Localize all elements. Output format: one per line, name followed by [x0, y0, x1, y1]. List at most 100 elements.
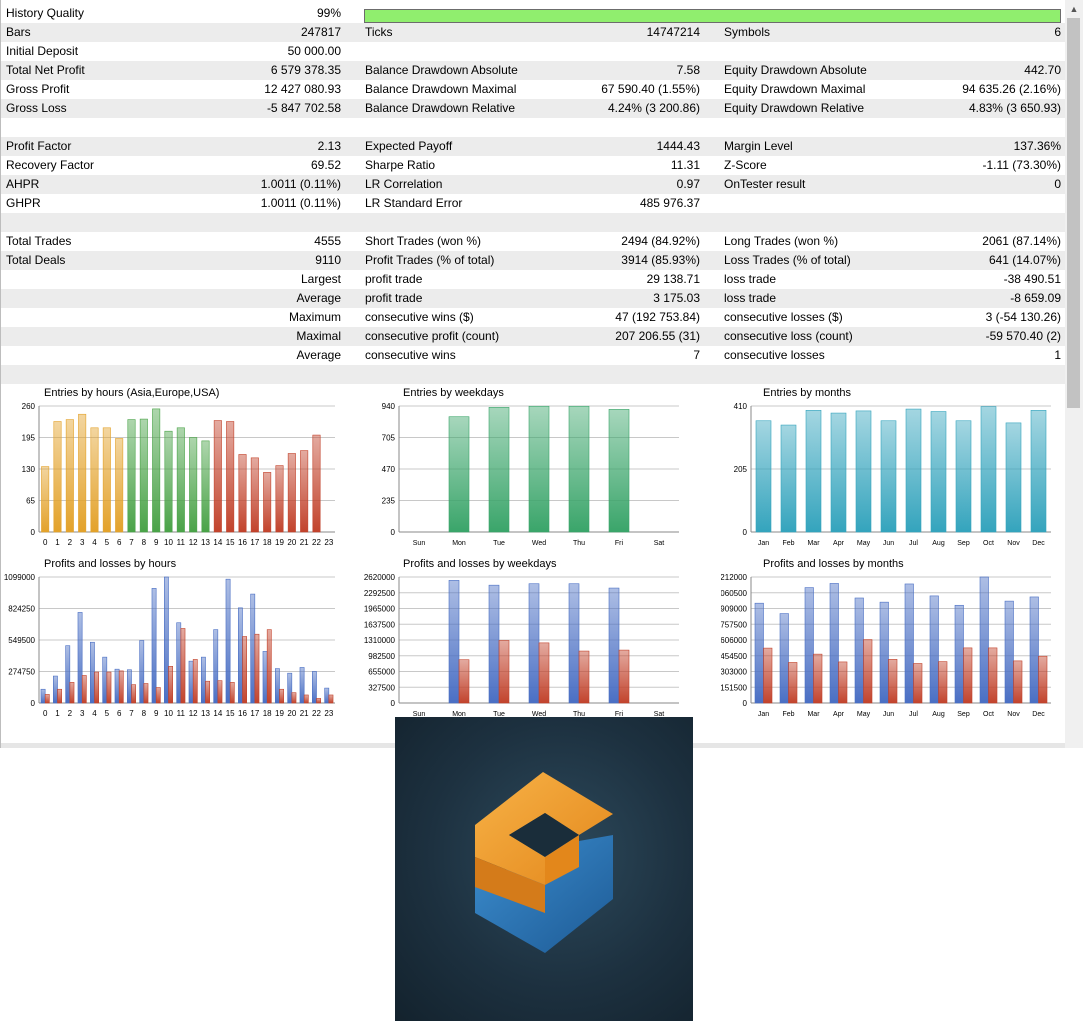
vertical-scrollbar[interactable]: ▲	[1065, 0, 1083, 748]
stat-label: consecutive losses ($)	[724, 310, 843, 324]
stat-label: Profit Trades (% of total)	[365, 253, 495, 267]
stat-value	[201, 213, 341, 232]
profit-bar	[448, 580, 460, 704]
x-tick-label: 18	[263, 709, 272, 718]
stat-value: 641 (14.07%)	[988, 253, 1061, 267]
y-tick-label: 549500	[8, 636, 35, 645]
profit-bar	[188, 660, 194, 704]
y-tick-label: 274750	[8, 668, 35, 677]
x-tick-label: Aug	[932, 540, 945, 547]
stat-label: Balance Drawdown Relative	[365, 101, 516, 115]
x-tick-label: Wed	[532, 540, 546, 547]
x-tick-label: 13	[201, 709, 210, 718]
stat-label: consecutive profit (count)	[365, 329, 500, 343]
bar	[830, 412, 847, 533]
y-tick-label: 0	[31, 528, 36, 537]
stats-row: Average profit trade 3 175.03 loss trade -8 …	[1, 289, 1066, 308]
stat-label	[6, 365, 206, 384]
y-tick-label: 982500	[368, 652, 395, 661]
x-tick-label: Wed	[532, 711, 546, 718]
y-tick-label: 757500	[721, 620, 748, 629]
stat-label: consecutive wins	[365, 348, 456, 362]
stat-value: 3914 (85.93%)	[621, 253, 700, 267]
bar	[300, 450, 309, 533]
profit-bar	[275, 668, 280, 704]
loss-bar	[81, 675, 87, 704]
loss-bar	[938, 661, 948, 704]
loss-bar	[1013, 660, 1023, 704]
x-tick-label: 20	[287, 538, 296, 547]
x-tick-label: 21	[300, 709, 309, 718]
scroll-up-icon[interactable]: ▲	[1069, 4, 1079, 14]
y-tick-label: 0	[743, 699, 748, 708]
loss-bar	[316, 698, 321, 704]
x-tick-label: Mar	[807, 540, 820, 547]
stat-label: AHPR	[6, 177, 40, 191]
y-tick-label: 940	[382, 402, 396, 411]
stats-row	[1, 365, 1066, 384]
stat-label: Short Trades (won %)	[365, 234, 482, 248]
x-tick-label: Sun	[413, 711, 426, 718]
y-tick-label: 130	[22, 465, 36, 474]
x-tick-label: 23	[324, 709, 333, 718]
stat-value: 7	[693, 348, 700, 362]
profit-bar	[954, 604, 964, 704]
chart-title: Profits and losses by hours	[44, 558, 177, 570]
bar	[880, 420, 897, 533]
loss-bar	[813, 653, 823, 704]
bar	[53, 421, 62, 533]
stat-value: -1.11 (73.30%)	[982, 158, 1062, 172]
stat-label: LR Standard Error	[365, 196, 463, 210]
bar	[127, 419, 136, 533]
stats-row: Maximal consecutive profit (count) 207 206…	[1, 327, 1066, 346]
loss-bar	[458, 659, 470, 704]
stat-value: 47 (192 753.84)	[615, 310, 700, 324]
loss-bar	[578, 650, 590, 704]
loss-bar	[192, 659, 198, 704]
bar	[90, 427, 99, 533]
stat-value: 207 206.55 (31)	[615, 329, 700, 343]
stat-label: Total Net Profit	[6, 63, 85, 77]
stat-value	[561, 118, 700, 137]
stat-value: 0.97	[676, 177, 700, 191]
x-tick-label: Fri	[615, 540, 624, 547]
y-tick-label: 2620000	[364, 573, 396, 582]
profit-bar	[151, 588, 157, 704]
stat-label: Expected Payoff	[365, 139, 453, 153]
stat-value: 14747214	[646, 25, 700, 39]
y-tick-label: 205	[734, 465, 748, 474]
profit-bar	[608, 587, 620, 704]
stats-row: Bars 247817 Ticks 14747214 Symbols 6	[1, 23, 1066, 42]
stat-label: Initial Deposit	[6, 44, 79, 58]
x-tick-label: 1	[55, 709, 60, 718]
profit-bar	[879, 601, 889, 704]
bar	[226, 421, 235, 533]
x-tick-label: 19	[275, 538, 284, 547]
x-tick-label: 10	[164, 709, 173, 718]
stat-label: Balance Drawdown Maximal	[365, 82, 517, 96]
stats-row: Profit Factor 2.13 Expected Payoff 1444.43 M…	[1, 137, 1066, 156]
y-tick-label: 327500	[368, 683, 395, 692]
y-tick-label: 909000	[721, 605, 748, 614]
scroll-thumb[interactable]	[1067, 18, 1080, 408]
chart-title: Entries by hours (Asia,Europe,USA)	[44, 387, 220, 399]
x-tick-label: Sat	[654, 540, 665, 547]
brand-logo	[395, 717, 693, 1021]
stat-value	[901, 194, 1061, 213]
stats-row: Average consecutive wins 7 consecutive loss…	[1, 346, 1066, 365]
stat-label: Equity Drawdown Absolute	[724, 63, 867, 77]
loss-bar	[328, 694, 334, 704]
profit-bar	[929, 595, 939, 704]
y-tick-label: 2292500	[364, 589, 396, 598]
x-tick-label: 17	[250, 709, 259, 718]
y-tick-label: 0	[743, 528, 748, 537]
bar	[287, 453, 296, 533]
stat-value	[561, 213, 700, 232]
bar	[115, 438, 124, 533]
x-tick-label: 7	[129, 709, 134, 718]
stat-value: -59 570.40 (2)	[985, 329, 1061, 343]
bar	[755, 420, 772, 533]
loss-bar	[106, 671, 112, 704]
stat-value: 29 138.71	[646, 272, 700, 286]
x-tick-label: 0	[43, 538, 48, 547]
